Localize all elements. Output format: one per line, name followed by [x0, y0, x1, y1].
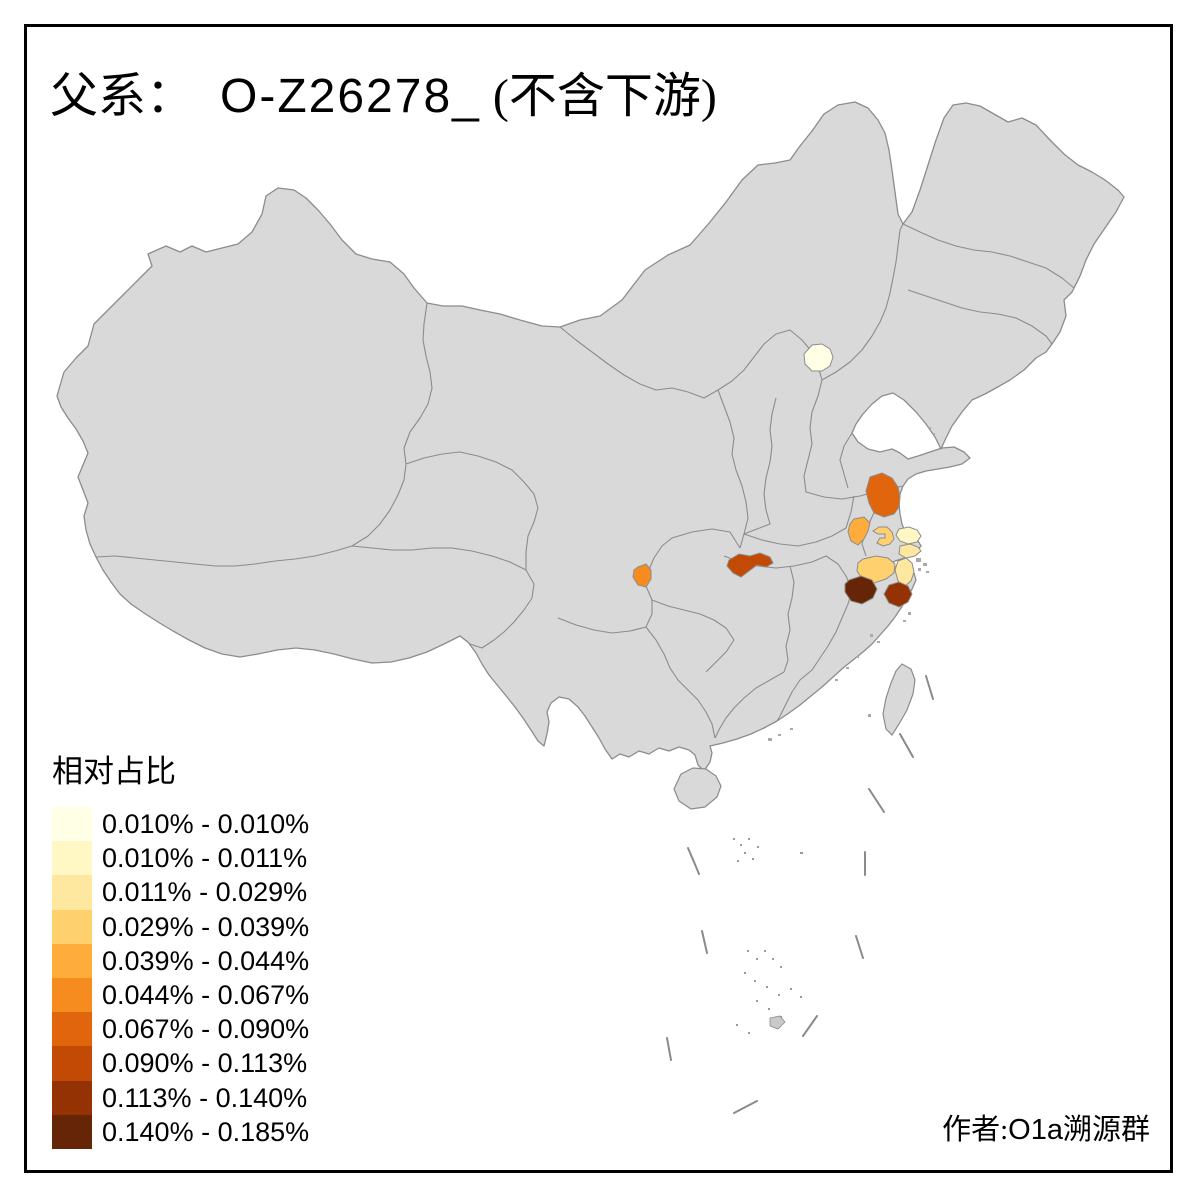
- hainan-island: [673, 767, 722, 810]
- region-north-zhejiang: [856, 555, 896, 584]
- legend-swatch: [52, 875, 92, 910]
- legend-swatch: [52, 1080, 92, 1115]
- legend-row: 0.010% - 0.010%: [52, 807, 310, 842]
- nine-dash-line: [666, 675, 934, 1114]
- attribution-suffix: 溯源群: [1062, 1114, 1150, 1146]
- region-beijing: [803, 343, 834, 372]
- legend-swatch: [52, 841, 92, 876]
- legend-label: 0.067% - 0.090%: [102, 1014, 310, 1045]
- legend-row: 0.067% - 0.090%: [52, 1012, 310, 1047]
- legend-row: 0.140% - 0.185%: [52, 1114, 310, 1149]
- legend-label: 0.039% - 0.044%: [102, 945, 310, 976]
- legend-label: 0.011% - 0.029%: [102, 877, 308, 908]
- legend-swatch: [52, 943, 92, 978]
- legend-row: 0.113% - 0.140%: [52, 1080, 309, 1115]
- region-coastal-north-jiangsu: [865, 472, 901, 518]
- mainland-outline: [56, 101, 1125, 772]
- title-haplogroup-code: O-Z26278_: [220, 70, 481, 123]
- region-central-jiangsu: [847, 516, 871, 546]
- legend-row: 0.044% - 0.067%: [52, 977, 310, 1013]
- legend-row: 0.029% - 0.039%: [52, 909, 310, 944]
- legend-swatch: [52, 807, 92, 842]
- legend-label: 0.090% - 0.113%: [102, 1048, 308, 1079]
- attribution-prefix: 作者:: [942, 1114, 1009, 1146]
- legend: 相对占比 0.010% - 0.010% 0.010% - 0.011% 0.0…: [52, 746, 309, 1149]
- legend-row: 0.039% - 0.044%: [52, 943, 310, 978]
- attribution: 作者:O1a溯源群: [942, 1106, 1150, 1148]
- legend-title: 相对占比: [52, 754, 176, 789]
- region-north-yangtze-mouth: [895, 526, 922, 545]
- legend-row: 0.010% - 0.011%: [52, 841, 309, 876]
- region-north-hunan: [726, 552, 774, 578]
- page-title: 父系： O-Z26278_ (不含下游): [50, 56, 717, 126]
- legend-label: 0.140% - 0.185%: [102, 1116, 310, 1147]
- legend-label: 0.029% - 0.039%: [102, 911, 310, 942]
- taiwan-island: [882, 663, 916, 736]
- region-coastal-mid-zhejiang: [883, 581, 913, 608]
- legend-swatch: [52, 1114, 92, 1149]
- legend-swatch: [52, 909, 92, 944]
- south-china-sea-islands: [733, 838, 803, 1034]
- coastal-islands: [768, 427, 935, 741]
- attribution-latin: O1a: [1008, 1114, 1063, 1146]
- legend-swatch: [52, 1046, 92, 1081]
- legend-row: 0.090% - 0.113%: [52, 1046, 309, 1081]
- legend-label: 0.010% - 0.011%: [102, 843, 308, 874]
- region-south-sichuan: [632, 563, 652, 588]
- title-prefix: 父系：: [50, 70, 195, 123]
- legend-label: 0.010% - 0.010%: [102, 809, 310, 840]
- region-central-zhejiang: [844, 575, 878, 605]
- legend-label: 0.113% - 0.140%: [102, 1082, 308, 1113]
- region-south-hangzhou-bay: [894, 557, 915, 588]
- region-mid-jiangsu-crescent: [872, 526, 895, 547]
- region-shanghai: [898, 543, 922, 559]
- legend-swatch: [52, 977, 92, 1013]
- province-borders: [95, 223, 1081, 739]
- title-suffix: (不含下游): [480, 70, 717, 123]
- legend-swatch: [52, 1012, 92, 1047]
- legend-label: 0.044% - 0.067%: [102, 980, 310, 1011]
- legend-row: 0.011% - 0.029%: [52, 875, 309, 910]
